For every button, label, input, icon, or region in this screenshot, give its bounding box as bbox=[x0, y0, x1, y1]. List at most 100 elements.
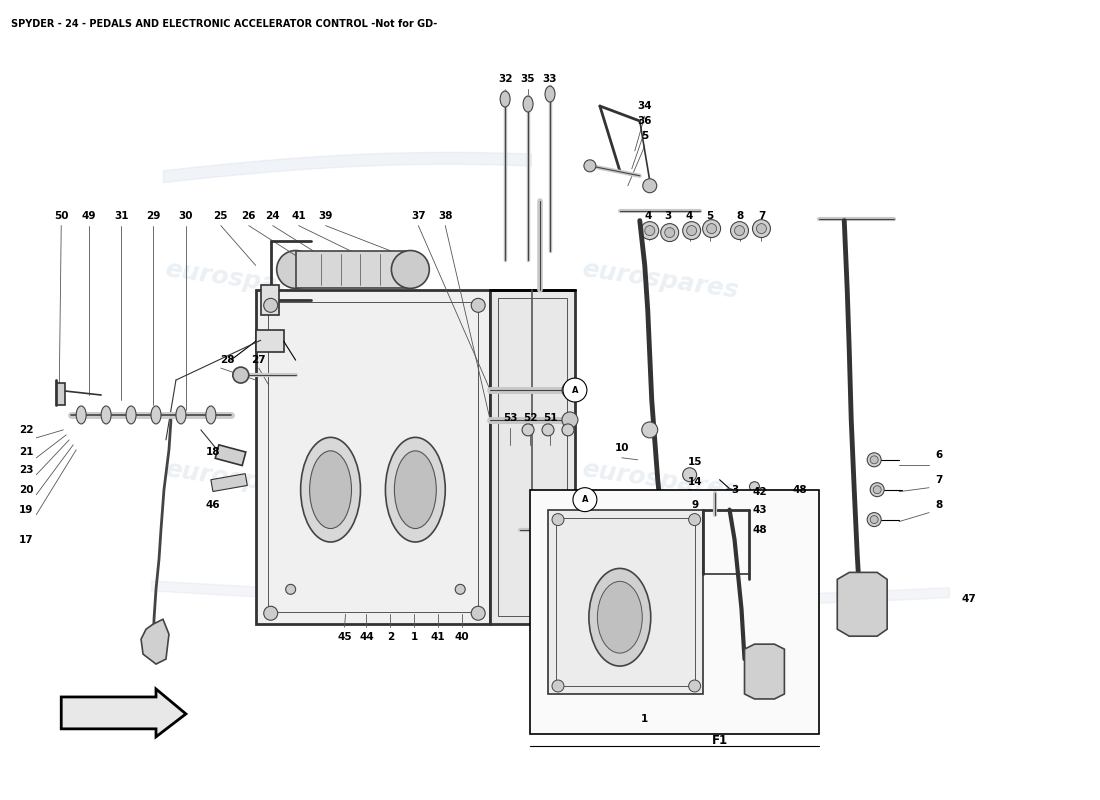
Text: 50: 50 bbox=[54, 210, 68, 221]
Bar bbox=[530, 490, 820, 734]
Text: 5: 5 bbox=[641, 131, 648, 141]
Ellipse shape bbox=[101, 406, 111, 424]
Text: 7: 7 bbox=[758, 210, 766, 221]
Text: 28: 28 bbox=[221, 355, 235, 365]
Circle shape bbox=[264, 606, 277, 620]
Polygon shape bbox=[638, 567, 690, 631]
Circle shape bbox=[522, 424, 534, 436]
Text: 4: 4 bbox=[645, 210, 651, 221]
Bar bbox=[548, 510, 703, 694]
Text: 6: 6 bbox=[935, 450, 943, 460]
Bar bbox=[544, 523, 557, 535]
Text: 19: 19 bbox=[19, 505, 33, 514]
Circle shape bbox=[563, 378, 587, 402]
Text: 24: 24 bbox=[265, 210, 280, 221]
Ellipse shape bbox=[544, 86, 556, 102]
Circle shape bbox=[552, 514, 564, 526]
Text: 36: 36 bbox=[638, 116, 652, 126]
Text: 29: 29 bbox=[146, 210, 161, 221]
Circle shape bbox=[286, 584, 296, 594]
Ellipse shape bbox=[870, 456, 878, 464]
Text: 3: 3 bbox=[664, 210, 671, 221]
Text: 31: 31 bbox=[113, 210, 129, 221]
Ellipse shape bbox=[395, 451, 437, 529]
Circle shape bbox=[641, 422, 658, 438]
Text: 30: 30 bbox=[178, 210, 194, 221]
Text: 53: 53 bbox=[503, 413, 517, 423]
Text: 1: 1 bbox=[410, 632, 418, 642]
Text: 18: 18 bbox=[206, 447, 220, 457]
Text: 34: 34 bbox=[637, 101, 652, 111]
Text: 10: 10 bbox=[615, 443, 629, 453]
Text: 14: 14 bbox=[688, 477, 702, 486]
Ellipse shape bbox=[730, 222, 748, 239]
Text: 26: 26 bbox=[242, 210, 256, 221]
Text: 46: 46 bbox=[206, 500, 220, 510]
Text: 33: 33 bbox=[542, 74, 558, 84]
Text: 7: 7 bbox=[935, 474, 943, 485]
Ellipse shape bbox=[870, 482, 884, 497]
Text: 15: 15 bbox=[688, 457, 702, 466]
Polygon shape bbox=[837, 572, 887, 636]
Text: 52: 52 bbox=[522, 413, 537, 423]
Bar bbox=[267, 302, 478, 612]
Ellipse shape bbox=[597, 582, 642, 653]
Text: 41: 41 bbox=[292, 210, 306, 221]
Circle shape bbox=[552, 680, 564, 692]
Polygon shape bbox=[62, 689, 186, 737]
Ellipse shape bbox=[126, 406, 136, 424]
Ellipse shape bbox=[867, 453, 881, 466]
Text: 21: 21 bbox=[19, 447, 34, 457]
Ellipse shape bbox=[706, 224, 716, 234]
Ellipse shape bbox=[641, 222, 659, 239]
Circle shape bbox=[689, 514, 701, 526]
Text: eurospares: eurospares bbox=[163, 457, 322, 502]
Bar bbox=[255, 330, 284, 352]
Bar bbox=[57, 383, 65, 405]
Ellipse shape bbox=[562, 382, 578, 398]
Text: 45: 45 bbox=[338, 632, 352, 642]
Circle shape bbox=[724, 504, 736, 515]
Text: A: A bbox=[582, 495, 588, 504]
Ellipse shape bbox=[562, 412, 578, 428]
Circle shape bbox=[542, 424, 554, 436]
Ellipse shape bbox=[524, 96, 534, 112]
Ellipse shape bbox=[757, 224, 767, 234]
Ellipse shape bbox=[392, 250, 429, 288]
Text: 39: 39 bbox=[318, 210, 333, 221]
Circle shape bbox=[471, 606, 485, 620]
Text: 44: 44 bbox=[359, 632, 374, 642]
Bar bbox=[556, 518, 694, 686]
Text: 4: 4 bbox=[686, 210, 693, 221]
Text: 51: 51 bbox=[542, 413, 558, 423]
Ellipse shape bbox=[867, 513, 881, 526]
Bar bbox=[255, 290, 491, 624]
Text: 8: 8 bbox=[736, 210, 744, 221]
Text: 32: 32 bbox=[498, 74, 513, 84]
Ellipse shape bbox=[385, 438, 446, 542]
Circle shape bbox=[749, 482, 759, 492]
Ellipse shape bbox=[584, 160, 596, 172]
Circle shape bbox=[689, 680, 701, 692]
Text: 9: 9 bbox=[691, 500, 698, 510]
Text: 47: 47 bbox=[961, 594, 977, 604]
Text: 38: 38 bbox=[438, 210, 452, 221]
Text: 48: 48 bbox=[752, 525, 767, 534]
Ellipse shape bbox=[233, 367, 249, 383]
Text: 35: 35 bbox=[520, 74, 536, 84]
Text: 43: 43 bbox=[752, 505, 767, 514]
Text: 17: 17 bbox=[19, 534, 34, 545]
Bar bbox=[211, 474, 248, 491]
Text: 5: 5 bbox=[706, 210, 713, 221]
Circle shape bbox=[562, 424, 574, 436]
Text: eurospares: eurospares bbox=[580, 258, 739, 303]
Ellipse shape bbox=[664, 228, 674, 238]
Ellipse shape bbox=[588, 569, 651, 666]
Text: 37: 37 bbox=[411, 210, 426, 221]
Text: 41: 41 bbox=[431, 632, 446, 642]
Ellipse shape bbox=[870, 515, 878, 523]
Ellipse shape bbox=[206, 406, 216, 424]
Circle shape bbox=[749, 547, 759, 558]
Ellipse shape bbox=[703, 220, 720, 238]
Ellipse shape bbox=[176, 406, 186, 424]
